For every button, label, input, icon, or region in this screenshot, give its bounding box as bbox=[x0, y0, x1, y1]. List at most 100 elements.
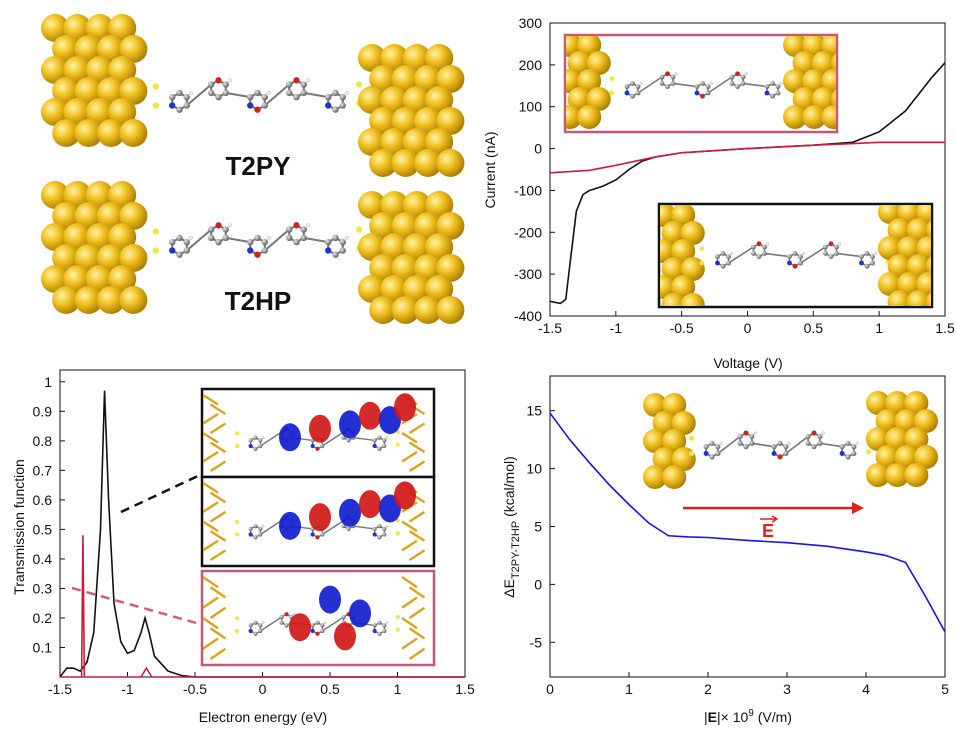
y-tick-label: 0.9 bbox=[33, 403, 53, 419]
atom bbox=[208, 234, 215, 242]
atom bbox=[183, 238, 190, 246]
atom bbox=[372, 628, 377, 634]
gold-atom bbox=[831, 89, 836, 109]
gold-atom bbox=[358, 86, 386, 114]
atom bbox=[870, 254, 875, 259]
hydrogen bbox=[228, 223, 232, 228]
atom bbox=[792, 251, 798, 256]
atom bbox=[783, 444, 789, 450]
gold-atom bbox=[680, 221, 705, 245]
x-tick-label: 5 bbox=[941, 681, 949, 697]
sulfur bbox=[609, 76, 615, 81]
hydrogen bbox=[345, 235, 349, 240]
atom bbox=[339, 102, 346, 109]
gold-atom bbox=[586, 51, 611, 75]
gold-stick bbox=[209, 606, 227, 620]
gold-atom bbox=[661, 293, 686, 306]
x-tick-label: 2 bbox=[704, 681, 712, 697]
molecule bbox=[41, 181, 465, 324]
atom bbox=[258, 438, 263, 443]
gold-stick bbox=[209, 627, 227, 640]
gold-stick bbox=[401, 539, 418, 552]
atom bbox=[372, 438, 377, 443]
gold-atom bbox=[894, 445, 919, 469]
atom bbox=[372, 532, 377, 537]
atom bbox=[286, 89, 293, 97]
gold-atom bbox=[97, 202, 125, 230]
atom bbox=[715, 260, 720, 266]
gold-stick bbox=[203, 481, 219, 494]
sulfur bbox=[152, 102, 159, 109]
y-tick-label: 0.4 bbox=[33, 551, 53, 567]
atom bbox=[630, 81, 635, 86]
gold-atom bbox=[119, 244, 148, 272]
gold-stick bbox=[401, 431, 418, 444]
atom bbox=[737, 440, 743, 446]
gold-stick bbox=[209, 441, 227, 454]
gold-atom bbox=[74, 119, 103, 147]
gold-stick bbox=[408, 460, 426, 473]
molecule-label: T2PY bbox=[225, 151, 290, 181]
bond bbox=[321, 431, 345, 447]
gold-atom bbox=[783, 69, 807, 93]
gold-atom bbox=[914, 409, 938, 433]
atom bbox=[377, 631, 382, 636]
sulfur bbox=[152, 228, 159, 235]
gold-atom bbox=[577, 105, 602, 129]
atom bbox=[284, 623, 289, 628]
hydrogen bbox=[261, 524, 265, 528]
x-tick-label: -1.5 bbox=[538, 320, 562, 336]
label-part: E bbox=[708, 709, 717, 725]
hydrogen bbox=[709, 81, 713, 85]
atom bbox=[253, 524, 258, 529]
y-tick-label: 300 bbox=[519, 15, 543, 31]
atom bbox=[787, 254, 792, 259]
orbital-lobe bbox=[349, 599, 371, 628]
atom bbox=[183, 247, 190, 254]
atom bbox=[771, 444, 777, 450]
molecule bbox=[203, 481, 426, 562]
y-tick-label: -100 bbox=[514, 182, 542, 198]
bond bbox=[225, 236, 251, 244]
gold-atom bbox=[41, 98, 69, 126]
gold-atom bbox=[802, 105, 827, 129]
atom bbox=[777, 440, 783, 446]
x-tick-label: 1 bbox=[875, 320, 883, 336]
atom bbox=[253, 435, 258, 440]
atom bbox=[828, 241, 834, 247]
atom bbox=[253, 631, 258, 636]
atom bbox=[261, 93, 268, 101]
atom bbox=[635, 84, 641, 89]
hydrogen bbox=[385, 436, 389, 439]
gold-atom bbox=[52, 202, 81, 230]
orbital-lobe bbox=[289, 613, 311, 642]
gold-stick bbox=[408, 586, 426, 599]
y-tick-label: 15 bbox=[526, 403, 542, 419]
gold-stick bbox=[408, 441, 426, 454]
hydrogen bbox=[855, 441, 859, 445]
gold-stick bbox=[209, 530, 227, 542]
gold-atom bbox=[831, 53, 836, 73]
gold-atom bbox=[97, 119, 125, 147]
x-tick-label: 1 bbox=[394, 681, 402, 697]
field-arrow-head bbox=[852, 502, 864, 514]
sulfur bbox=[699, 260, 705, 266]
gold-atom bbox=[878, 272, 902, 296]
gold-atom bbox=[85, 223, 114, 251]
gold-atom bbox=[402, 191, 431, 219]
sulfur bbox=[689, 450, 695, 457]
sulfur bbox=[235, 616, 240, 621]
molecule bbox=[566, 36, 836, 129]
atom bbox=[762, 251, 767, 256]
atom bbox=[183, 93, 190, 101]
gold-atom bbox=[662, 393, 687, 417]
atom bbox=[300, 234, 307, 242]
series-line bbox=[549, 62, 946, 305]
atom bbox=[624, 84, 630, 89]
atom bbox=[169, 247, 176, 254]
atom bbox=[320, 628, 325, 634]
gold-stick bbox=[408, 530, 426, 542]
gold-atom bbox=[391, 65, 420, 93]
gold-atom bbox=[41, 265, 69, 293]
atom bbox=[208, 81, 215, 88]
